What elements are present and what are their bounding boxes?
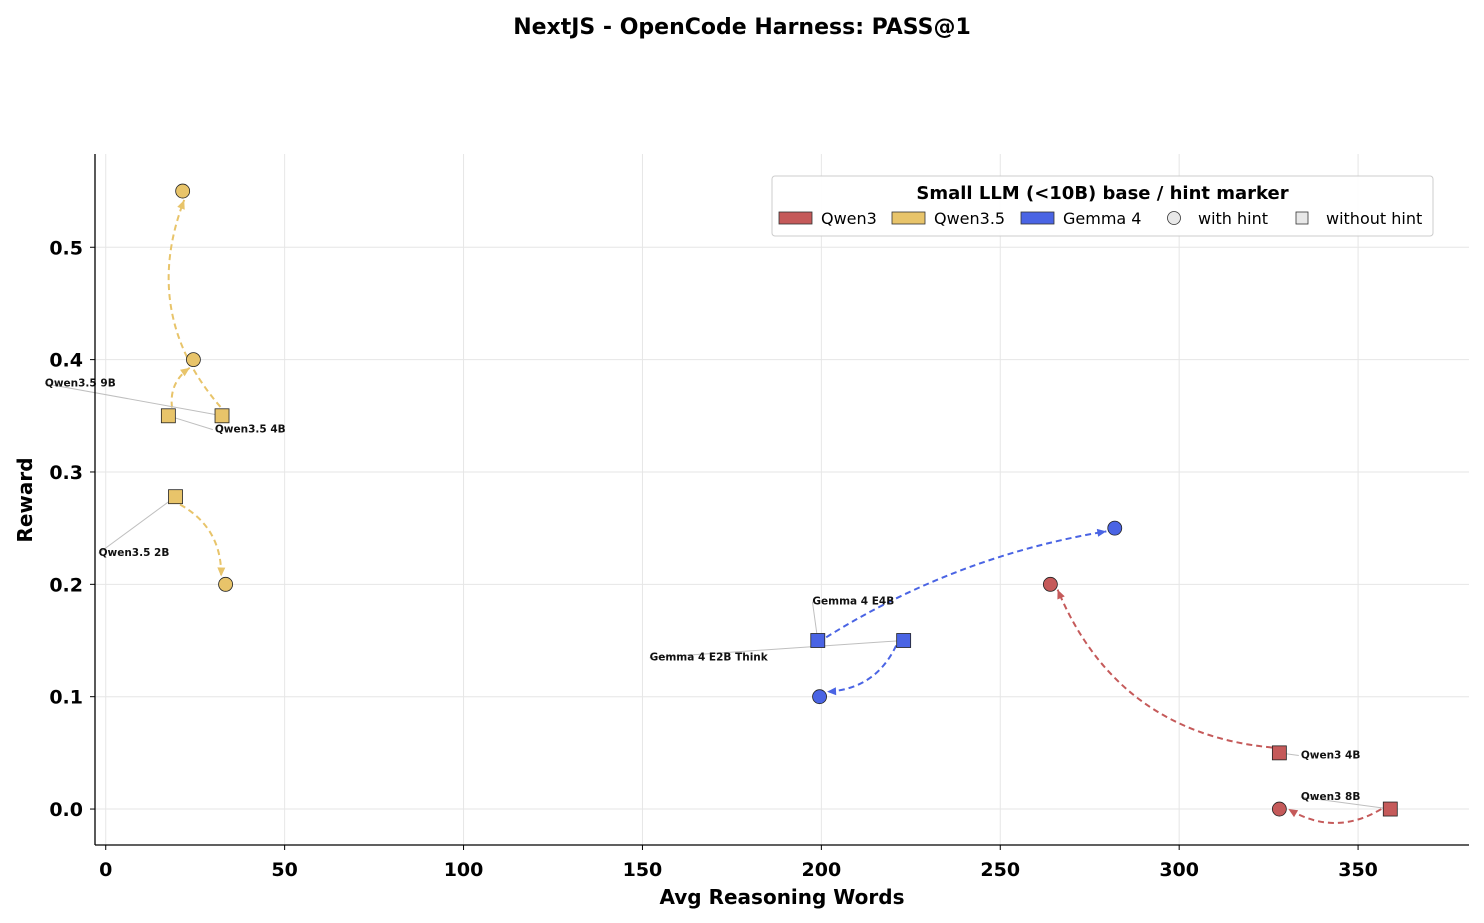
transition-arrow-5: [825, 530, 1107, 639]
y-tick-label-4: 0.4: [49, 350, 83, 372]
annotation-label-4: Qwen3.5 2B: [99, 547, 170, 559]
transition-arrow-3: [170, 367, 191, 408]
point-without-hint-2: [214, 408, 230, 424]
axes: [94, 154, 1469, 846]
point-without-hint-6: [896, 633, 912, 648]
annotation-leader-lines: [44, 383, 1391, 810]
legend-label-0: Qwen3: [821, 209, 877, 228]
leader-line-6: [649, 640, 904, 659]
y-tick-label-2: 0.2: [49, 574, 83, 596]
point-with-hint-1: [1271, 801, 1287, 817]
annotation-label-6: Gemma 4 E2B Think: [650, 652, 769, 664]
transition-arrow-0: [1056, 589, 1273, 749]
x-tick-label-5: 250: [980, 859, 1020, 881]
x-tick-label-6: 300: [1159, 859, 1199, 881]
transition-arrow-1: [1287, 808, 1382, 824]
point-with-hint-2: [175, 183, 191, 199]
point-with-hint-3: [185, 352, 201, 368]
y-axis-ticks: 0.0 0.1 0.2 0.3 0.4 0.5: [49, 237, 95, 821]
transition-arrowhead-2: [177, 199, 185, 210]
chart-title: NextJS - OpenCode Harness: PASS@1: [513, 15, 971, 40]
point-annotations: Qwen3 4B Qwen3 8B Qwen3.5 9B Qwen3.5 4B Qwen…: [45, 378, 1360, 803]
transition-arrowhead-0: [1057, 589, 1065, 600]
legend-swatch-2: [1020, 211, 1055, 225]
x-axis-ticks: 0 50 100 150 200 250 300 350: [99, 845, 1378, 881]
transition-arrowhead-3: [180, 367, 190, 377]
legend-label-4: without hint: [1326, 209, 1422, 228]
point-without-hint-3: [160, 408, 176, 424]
annotation-label-3: Qwen3.5 4B: [215, 424, 286, 436]
x-tick-label-1: 50: [271, 859, 297, 881]
legend-marker-circle: [1167, 211, 1181, 225]
legend-swatch-0: [778, 211, 813, 225]
point-with-hint-5: [1107, 520, 1123, 536]
annotation-label-0: Qwen3 4B: [1301, 749, 1361, 761]
y-tick-label-5: 0.5: [49, 237, 83, 259]
data-points: [160, 183, 1398, 817]
x-tick-label-0: 0: [99, 859, 112, 881]
transition-arrowhead-6: [827, 687, 837, 696]
transition-arrowhead-4: [217, 567, 226, 577]
y-tick-label-1: 0.1: [49, 687, 83, 709]
annotation-label-5: Gemma 4 E4B: [812, 596, 894, 608]
transition-arrow-2: [167, 199, 222, 408]
point-with-hint-0: [1042, 576, 1058, 592]
legend-swatch-1: [891, 211, 926, 225]
annotation-label-2: Qwen3.5 9B: [45, 378, 116, 390]
y-axis-label: Reward: [13, 457, 37, 542]
grid: [95, 154, 1469, 845]
legend-box: [771, 175, 1434, 237]
transition-arrowhead-1: [1288, 809, 1299, 818]
legend-marker-square: [1295, 211, 1309, 225]
legend-label-2: Gemma 4: [1063, 209, 1141, 228]
transition-arrowhead-5: [1096, 528, 1107, 537]
x-axis-label: Avg Reasoning Words: [660, 885, 905, 909]
legend: Small LLM (<10B) base / hint marker Qwen3…: [771, 175, 1434, 237]
y-tick-label-3: 0.3: [49, 462, 83, 484]
transition-arrow-6: [827, 645, 898, 693]
point-without-hint-5: [810, 633, 826, 648]
leader-line-3: [168, 415, 214, 431]
point-without-hint-0: [1271, 745, 1287, 761]
x-tick-label-2: 100: [444, 859, 484, 881]
leader-line-2: [44, 383, 223, 417]
transition-arrow-4: [179, 503, 223, 577]
legend-title: Small LLM (<10B) base / hint marker: [916, 183, 1288, 204]
point-without-hint-1: [1382, 801, 1398, 817]
leader-line-1: [1300, 796, 1391, 810]
legend-label-1: Qwen3.5: [934, 209, 1005, 228]
legend-label-3: with hint: [1198, 209, 1268, 228]
leader-line-4: [98, 496, 176, 554]
x-tick-label-4: 200: [802, 859, 842, 881]
annotation-label-1: Qwen3 8B: [1301, 791, 1361, 803]
x-tick-label-7: 350: [1338, 859, 1378, 881]
transition-arrows: [167, 199, 1382, 824]
point-with-hint-6: [812, 689, 827, 705]
point-with-hint-4: [218, 576, 234, 592]
point-without-hint-4: [168, 489, 183, 505]
y-tick-label-0: 0.0: [49, 799, 83, 821]
x-tick-label-3: 150: [623, 859, 663, 881]
